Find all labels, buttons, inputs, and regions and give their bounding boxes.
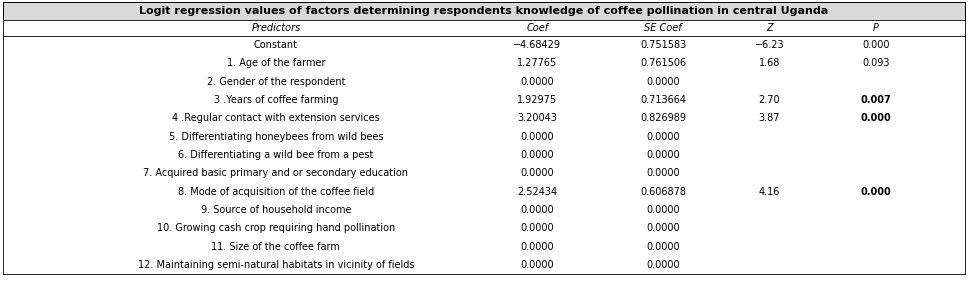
Text: 4.16: 4.16	[759, 187, 780, 197]
Text: 0.826989: 0.826989	[640, 113, 686, 123]
Text: 0.0000: 0.0000	[521, 132, 554, 142]
Text: 0.0000: 0.0000	[521, 77, 554, 87]
Text: 8. Mode of acquisition of the coffee field: 8. Mode of acquisition of the coffee fie…	[178, 187, 374, 197]
Text: 0.0000: 0.0000	[647, 132, 680, 142]
Text: 0.000: 0.000	[861, 187, 892, 197]
Text: 0.606878: 0.606878	[640, 187, 686, 197]
Bar	[3, 20, 965, 36]
Text: 0.0000: 0.0000	[647, 223, 680, 233]
Text: 12. Maintaining semi-natural habitats in vicinity of fields: 12. Maintaining semi-natural habitats in…	[137, 260, 414, 270]
Text: 0.000: 0.000	[861, 113, 892, 123]
Text: 3.20043: 3.20043	[517, 113, 558, 123]
Text: 0.713664: 0.713664	[640, 95, 686, 105]
Text: Constant: Constant	[254, 40, 298, 50]
Text: 0.0000: 0.0000	[521, 242, 554, 252]
Text: 0.000: 0.000	[862, 40, 890, 50]
Text: 0.0000: 0.0000	[521, 205, 554, 215]
Text: 0.0000: 0.0000	[647, 77, 680, 87]
Text: 3 .Years of coffee farming: 3 .Years of coffee farming	[214, 95, 338, 105]
Text: Coef: Coef	[527, 23, 548, 33]
Text: 0.0000: 0.0000	[521, 150, 554, 160]
Text: 2. Gender of the respondent: 2. Gender of the respondent	[206, 77, 346, 87]
Text: 1. Age of the farmer: 1. Age of the farmer	[227, 59, 325, 69]
Text: 0.007: 0.007	[861, 95, 892, 105]
Text: Predictors: Predictors	[252, 23, 300, 33]
Text: 7. Acquired basic primary and or secondary education: 7. Acquired basic primary and or seconda…	[143, 168, 408, 178]
Text: Logit regression values of factors determining respondents knowledge of coffee p: Logit regression values of factors deter…	[139, 6, 829, 16]
Text: 6. Differentiating a wild bee from a pest: 6. Differentiating a wild bee from a pes…	[178, 150, 374, 160]
Text: 0.0000: 0.0000	[647, 168, 680, 178]
Text: −6.23: −6.23	[755, 40, 784, 50]
Text: 0.0000: 0.0000	[521, 168, 554, 178]
Text: 0.0000: 0.0000	[521, 223, 554, 233]
Text: SE Coef: SE Coef	[645, 23, 681, 33]
Text: 0.0000: 0.0000	[647, 242, 680, 252]
Text: −4.68429: −4.68429	[513, 40, 561, 50]
Text: 0.0000: 0.0000	[647, 205, 680, 215]
Text: 4 .Regular contact with extension services: 4 .Regular contact with extension servic…	[172, 113, 379, 123]
Text: 2.70: 2.70	[759, 95, 780, 105]
Text: Z: Z	[767, 23, 772, 33]
Text: 11. Size of the coffee farm: 11. Size of the coffee farm	[211, 242, 341, 252]
Text: 3.87: 3.87	[759, 113, 780, 123]
Text: 0.0000: 0.0000	[647, 260, 680, 270]
Text: 1.27765: 1.27765	[517, 59, 558, 69]
Text: 1.68: 1.68	[759, 59, 780, 69]
Text: 10. Growing cash crop requiring hand pollination: 10. Growing cash crop requiring hand pol…	[157, 223, 395, 233]
Text: 2.52434: 2.52434	[517, 187, 558, 197]
Text: 0.761506: 0.761506	[640, 59, 686, 69]
Text: 0.751583: 0.751583	[640, 40, 686, 50]
Text: P: P	[873, 23, 879, 33]
Text: 9. Source of household income: 9. Source of household income	[200, 205, 351, 215]
Text: 0.093: 0.093	[862, 59, 890, 69]
Bar	[3, 2, 965, 20]
Text: 5. Differentiating honeybees from wild bees: 5. Differentiating honeybees from wild b…	[168, 132, 383, 142]
Text: 0.0000: 0.0000	[521, 260, 554, 270]
Text: 1.92975: 1.92975	[517, 95, 558, 105]
Text: 0.0000: 0.0000	[647, 150, 680, 160]
